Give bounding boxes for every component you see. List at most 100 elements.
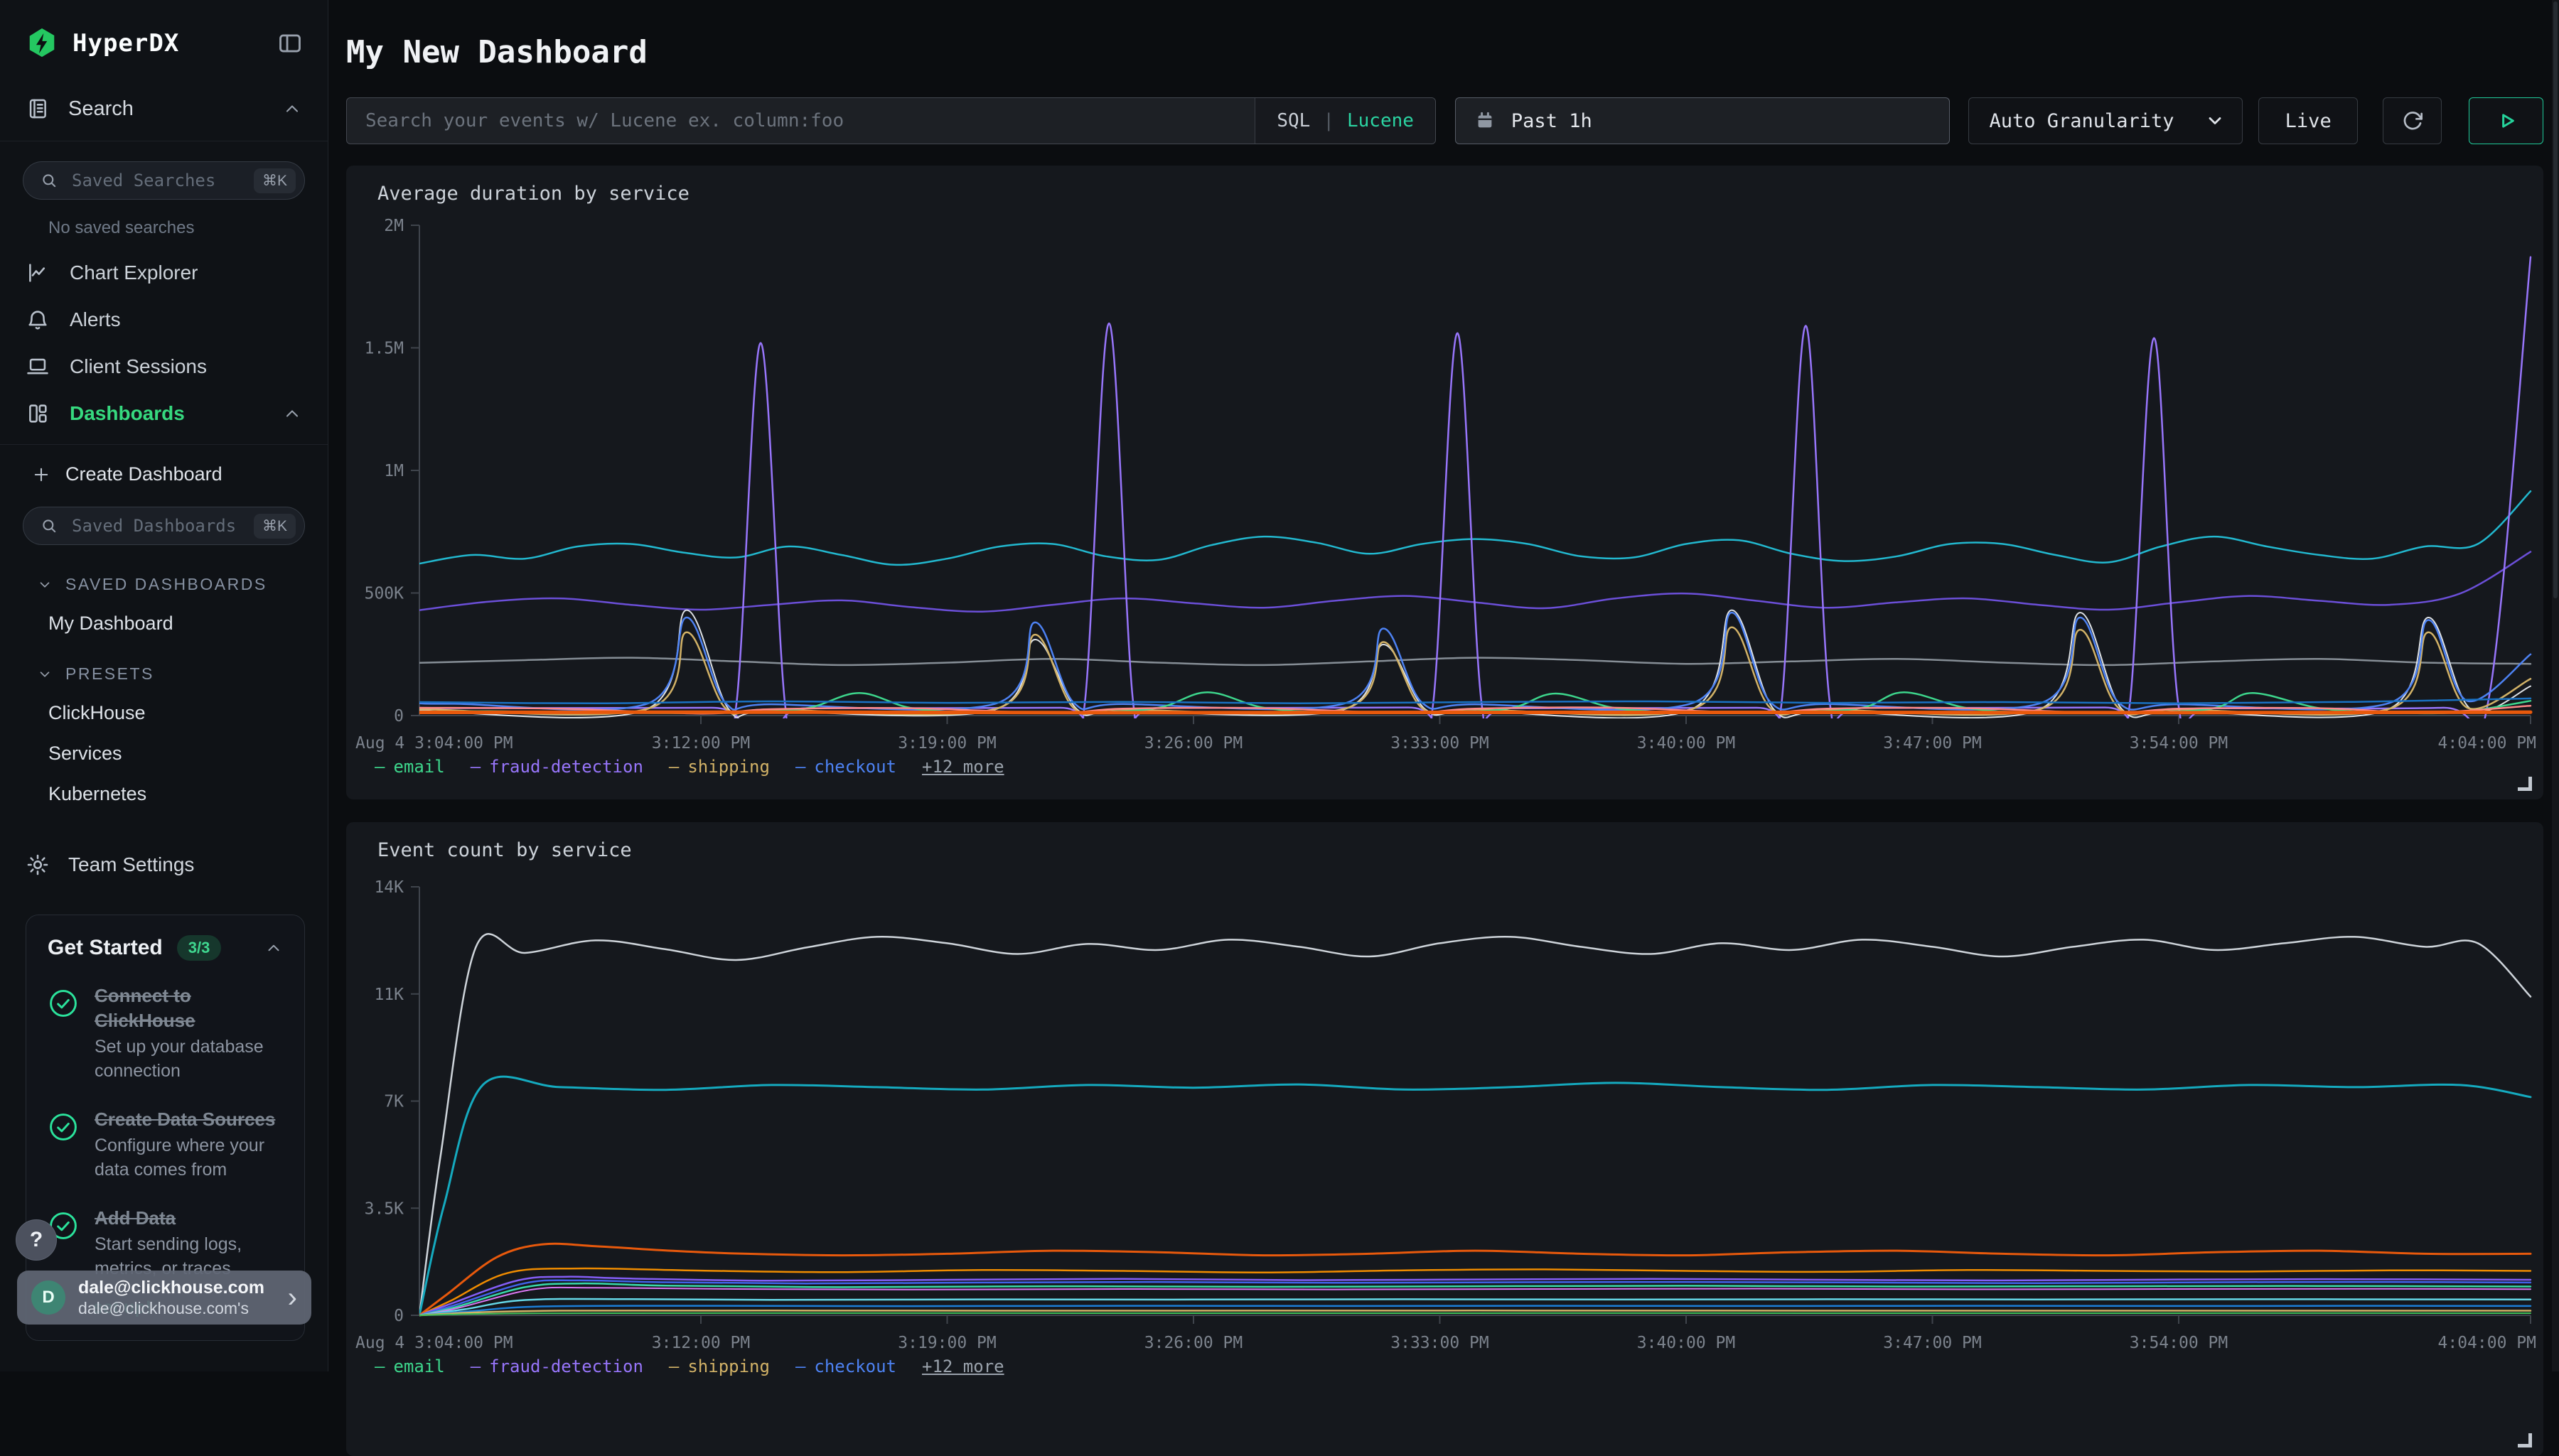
- svg-text:500K: 500K: [365, 585, 404, 603]
- sidebar-item-client-sessions[interactable]: Client Sessions: [0, 343, 328, 390]
- svg-text:3:33:00 PM: 3:33:00 PM: [1390, 1334, 1488, 1352]
- saved-dashboards-section-header[interactable]: SAVED DASHBOARDS: [37, 575, 328, 594]
- brand-row: HyperDX: [0, 0, 328, 81]
- svg-text:7K: 7K: [384, 1093, 404, 1111]
- series-cyan-wavy: [419, 491, 2531, 565]
- svg-text:4:04:00 PM: 4:04:00 PM: [2438, 1334, 2536, 1352]
- get-started-step[interactable]: Add Data Start sending logs, metrics, or…: [48, 1206, 283, 1280]
- event-search-input[interactable]: [347, 98, 1255, 144]
- gear-icon: [26, 853, 50, 877]
- legend-item-email[interactable]: —email: [375, 1357, 445, 1376]
- granularity-select[interactable]: Auto Granularity: [1968, 97, 2243, 144]
- sidebar-item-kubernetes[interactable]: Kubernetes: [48, 783, 146, 805]
- legend-more-link[interactable]: +12 more: [922, 757, 1004, 777]
- get-started-title: Get Started: [48, 936, 163, 960]
- sidebar-collapse-icon[interactable]: [277, 30, 304, 57]
- legend-more-link[interactable]: +12 more: [922, 1357, 1004, 1376]
- chart-legend: —email—fraud-detection—shipping—checkout…: [375, 757, 1004, 777]
- scrollbar-thumb[interactable]: [2553, 1, 2558, 598]
- toggle-divider: |: [1323, 110, 1334, 131]
- shortcut-badge: ⌘K: [254, 514, 296, 539]
- sidebar-item-dashboards[interactable]: Dashboards: [0, 390, 328, 437]
- sidebar-item-label: Client Sessions: [70, 355, 207, 378]
- sidebar-item-label: Search: [68, 97, 134, 121]
- resize-handle-icon[interactable]: [2518, 777, 2532, 791]
- run-query-button[interactable]: [2469, 97, 2543, 144]
- svg-text:3:12:00 PM: 3:12:00 PM: [652, 734, 750, 753]
- sidebar-item-chart-explorer[interactable]: Chart Explorer: [0, 249, 328, 296]
- chevron-up-icon[interactable]: [264, 939, 283, 957]
- sidebar-item-my-dashboard[interactable]: My Dashboard: [48, 613, 173, 635]
- legend-item-shipping[interactable]: —shipping: [669, 1357, 770, 1376]
- svg-text:3:40:00 PM: 3:40:00 PM: [1637, 734, 1735, 753]
- legend-item-fraud-detection[interactable]: —fraud-detection: [471, 757, 643, 777]
- play-icon: [2496, 110, 2517, 131]
- chevron-down-icon: [2205, 111, 2225, 131]
- series-gray-wavy: [419, 658, 2531, 665]
- refresh-button[interactable]: [2383, 97, 2442, 144]
- search-icon: [39, 516, 59, 536]
- resize-handle-icon[interactable]: [2518, 1433, 2532, 1447]
- legend-label: email: [393, 1357, 444, 1376]
- sidebar-item-team-settings[interactable]: Team Settings: [0, 842, 328, 888]
- get-started-header[interactable]: Get Started 3/3: [48, 935, 283, 961]
- legend-label: email: [393, 757, 444, 777]
- sidebar-item-clickhouse[interactable]: ClickHouse: [48, 702, 146, 724]
- dashboard-grid-icon: [26, 401, 50, 426]
- user-email: dale@clickhouse.com: [78, 1277, 264, 1298]
- step-title: Create Data Sources: [95, 1107, 283, 1132]
- section-title: PRESETS: [65, 664, 154, 684]
- saved-dashboards-input[interactable]: [70, 515, 242, 536]
- step-title: Add Data: [95, 1206, 283, 1231]
- legend-label: shipping: [687, 757, 770, 777]
- legend-label: shipping: [687, 1357, 770, 1376]
- saved-dashboards-input-wrap: ⌘K: [23, 507, 305, 545]
- chevron-up-icon[interactable]: [282, 99, 302, 119]
- live-button[interactable]: Live: [2258, 97, 2358, 144]
- user-menu[interactable]: D dale@clickhouse.com dale@clickhouse.co…: [17, 1271, 311, 1325]
- live-label: Live: [2285, 110, 2332, 132]
- chevron-down-icon: [37, 577, 53, 593]
- sidebar-item-search[interactable]: Search: [0, 81, 328, 141]
- granularity-value: Auto Granularity: [1989, 110, 2174, 132]
- saved-searches-input-wrap: ⌘K: [23, 161, 305, 200]
- calendar-icon: [1474, 110, 1496, 131]
- legend-swatch: —: [471, 1357, 481, 1376]
- saved-searches-input[interactable]: [70, 170, 242, 191]
- event-search-wrap: SQL | Lucene: [346, 97, 1436, 144]
- svg-text:3.5K: 3.5K: [365, 1199, 404, 1218]
- sidebar-item-label: Dashboards: [70, 402, 185, 425]
- get-started-step[interactable]: Create Data Sources Configure where your…: [48, 1107, 283, 1182]
- sidebar: HyperDX Search ⌘K No saved searches Char…: [0, 0, 328, 1371]
- create-dashboard-button[interactable]: Create Dashboard: [0, 445, 328, 494]
- chevron-up-icon[interactable]: [282, 404, 302, 424]
- presets-section-header[interactable]: PRESETS: [37, 664, 328, 684]
- lucene-toggle[interactable]: Lucene: [1347, 110, 1414, 131]
- sidebar-item-services[interactable]: Services: [48, 743, 122, 765]
- line-chart-average-duration[interactable]: 0500K1M1.5M2MAug 4 3:04:00 PM3:12:00 PM3…: [346, 166, 2543, 799]
- svg-text:3:33:00 PM: 3:33:00 PM: [1390, 734, 1488, 753]
- avatar: D: [31, 1280, 65, 1315]
- legend-item-checkout[interactable]: —checkout: [795, 1357, 896, 1376]
- legend-item-shipping[interactable]: — shipping: [669, 757, 770, 777]
- search-icon: [39, 171, 59, 190]
- legend-swatch: —: [669, 757, 679, 777]
- svg-text:3:54:00 PM: 3:54:00 PM: [2130, 1334, 2228, 1352]
- svg-text:3:40:00 PM: 3:40:00 PM: [1637, 1334, 1735, 1352]
- legend-label: fraud-detection: [489, 1357, 643, 1376]
- legend-item-checkout[interactable]: —checkout: [795, 757, 896, 777]
- bell-icon: [26, 308, 50, 332]
- legend-item-email[interactable]: —email: [375, 757, 445, 777]
- svg-text:1M: 1M: [384, 462, 404, 480]
- legend-swatch: —: [795, 757, 805, 777]
- help-button[interactable]: ?: [16, 1219, 57, 1261]
- svg-text:Aug 4 3:04:00 PM: Aug 4 3:04:00 PM: [355, 734, 513, 753]
- sidebar-item-label: Chart Explorer: [70, 261, 198, 284]
- sql-toggle[interactable]: SQL: [1277, 110, 1310, 131]
- svg-text:3:19:00 PM: 3:19:00 PM: [898, 734, 996, 753]
- get-started-step[interactable]: Connect to ClickHouse Set up your databa…: [48, 983, 283, 1083]
- time-range-picker[interactable]: Past 1h: [1455, 97, 1951, 144]
- sidebar-item-alerts[interactable]: Alerts: [0, 296, 328, 343]
- check-circle-icon: [48, 988, 79, 1083]
- legend-item-fraud-detection[interactable]: — fraud-detection: [471, 1357, 643, 1376]
